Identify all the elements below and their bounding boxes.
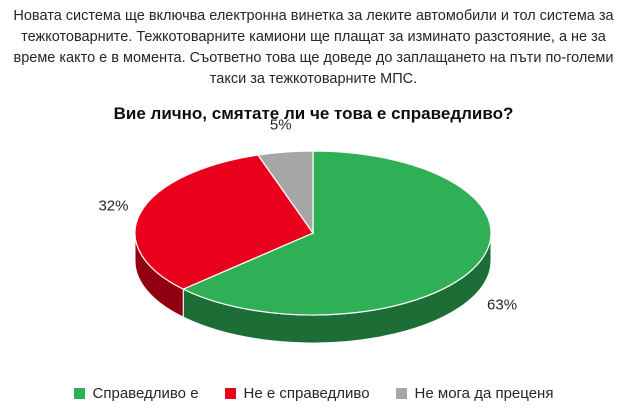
legend-label-cannot-judge: Не мога да преценя [414, 385, 554, 402]
data-label-cannot-judge: 5% [270, 116, 292, 133]
chart-legend: Справедливо е Не е справедливо Не мога д… [0, 385, 627, 402]
legend-label-unfair: Не е справедливо [243, 385, 370, 402]
chart-title: Вие лично, смятате ли че това е справедл… [113, 104, 514, 123]
pie-slice-fair [181, 150, 492, 316]
legend-swatch-cannot-judge [395, 388, 407, 399]
pie-slice-unfair [134, 154, 314, 290]
pie-slice-cannot-judge [256, 150, 314, 235]
legend-swatch-fair [73, 388, 85, 399]
legend-item-fair: Справедливо е [73, 385, 199, 402]
pie-chart: 63% 32% 5% [98, 116, 517, 344]
legend-item-cannot-judge: Не мога да преценя [395, 385, 554, 402]
data-label-unfair: 32% [98, 198, 128, 215]
question-intro-text: Новата система ще включва електронна вин… [13, 8, 614, 87]
legend-label-fair: Справедливо е [92, 385, 199, 402]
legend-item-unfair: Не е справедливо [224, 385, 370, 402]
data-label-fair: 63% [487, 297, 517, 314]
legend-swatch-unfair [224, 388, 236, 399]
